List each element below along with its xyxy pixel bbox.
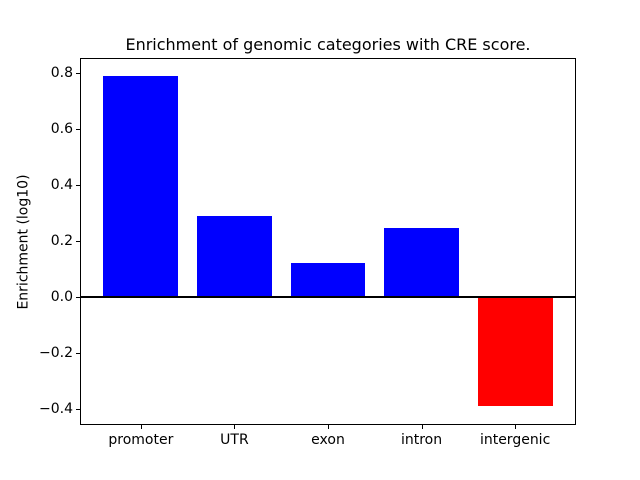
- x-tick-label-UTR: UTR: [220, 432, 249, 448]
- bar-intron: [384, 228, 459, 298]
- y-tick-mark: [76, 296, 80, 298]
- bar-exon: [290, 263, 366, 298]
- x-tick-mark: [328, 425, 329, 429]
- y-tick-label: 0.4: [50, 177, 73, 194]
- y-tick-label: −0.4: [39, 401, 73, 418]
- x-tick-mark: [234, 425, 236, 429]
- y-tick-mark: [76, 240, 80, 242]
- x-tick-mark: [140, 425, 142, 429]
- y-axis-label-box: Enrichment (log10): [14, 58, 34, 425]
- zero-line: [81, 296, 575, 299]
- y-tick-mark: [76, 352, 80, 354]
- y-tick-mark: [76, 184, 80, 186]
- x-tick-mark: [421, 425, 423, 429]
- y-tick-label: 0.0: [50, 289, 73, 306]
- plot-area: promoter UTR exon intron intergenic 0.8 0.6 0.4…: [39, 58, 576, 447]
- y-tick-label: −0.2: [39, 345, 73, 362]
- x-tick-label-intergenic: intergenic: [479, 432, 551, 448]
- x-tick-label-intron: intron: [400, 432, 443, 448]
- y-tick-mark: [76, 408, 80, 410]
- x-tick-label-exon: exon: [311, 432, 345, 448]
- bar-UTR: [197, 215, 272, 298]
- y-tick-mark: [76, 72, 80, 74]
- y-tick-mark: [76, 128, 80, 130]
- x-tick-mark: [515, 425, 517, 429]
- y-tick-label: 0.2: [50, 233, 73, 250]
- y-tick-label: 0.6: [50, 121, 73, 138]
- chart-title: Enrichment of genomic categories with CR…: [125, 35, 531, 54]
- y-axis-label: Enrichment (log10): [16, 173, 33, 310]
- y-tick-label: 0.8: [50, 65, 73, 81]
- bar-intergenic: [477, 297, 553, 407]
- bar-promoter: [103, 75, 179, 298]
- x-tick-label-promoter: promoter: [108, 432, 174, 448]
